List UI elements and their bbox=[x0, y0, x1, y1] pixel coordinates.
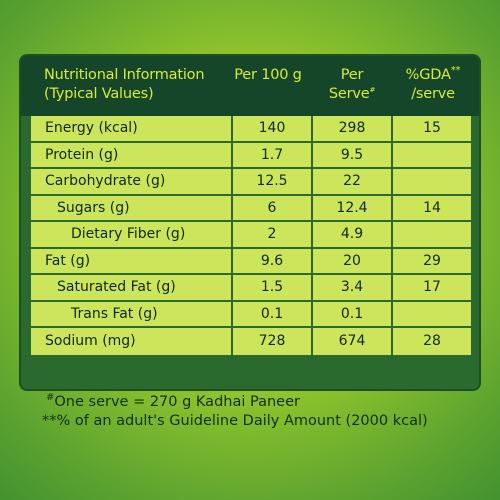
gda-value: 17 bbox=[393, 275, 471, 300]
nutrient-name: Dietary Fiber (g) bbox=[31, 222, 231, 247]
nutrient-name: Carbohydrate (g) bbox=[31, 169, 231, 194]
header-gda-label: %GDA bbox=[405, 67, 451, 83]
table-row: Energy (kcal) 140 298 15 bbox=[31, 116, 471, 143]
footnotes: #One serve = 270 g Kadhai Paneer **% of … bbox=[42, 393, 428, 431]
nutrition-table: Nutritional Information (Typical Values)… bbox=[19, 54, 481, 391]
header-serve-superscript: # bbox=[369, 86, 376, 95]
header-gda-serve: %GDA** /serve bbox=[393, 66, 473, 104]
per-100g-value: 0.1 bbox=[233, 301, 311, 326]
per-serve-value: 3.4 bbox=[313, 275, 391, 300]
serve-footnote-marker: # bbox=[46, 392, 55, 404]
table-row: Carbohydrate (g) 12.5 22 bbox=[31, 169, 471, 196]
table-row: Sodium (mg) 728 674 28 bbox=[31, 328, 471, 355]
nutrient-name: Energy (kcal) bbox=[31, 116, 231, 141]
per-100g-value: 2 bbox=[233, 222, 311, 247]
nutrient-name: Protein (g) bbox=[31, 142, 231, 167]
per-100g-value: 9.6 bbox=[233, 248, 311, 273]
header-name-line2: (Typical Values) bbox=[44, 86, 154, 102]
per-serve-value: 4.9 bbox=[313, 222, 391, 247]
header-name-line1: Nutritional Information bbox=[44, 67, 205, 83]
header-gda-line1: %GDA** bbox=[393, 66, 473, 85]
gda-value: 28 bbox=[393, 328, 471, 355]
nutrient-name: Sugars (g) bbox=[31, 195, 231, 220]
serve-footnote: #One serve = 270 g Kadhai Paneer bbox=[46, 393, 428, 412]
per-serve-value: 0.1 bbox=[313, 301, 391, 326]
header-per-serve: Per Serve# bbox=[311, 66, 393, 104]
serve-footnote-text: One serve = 270 g Kadhai Paneer bbox=[54, 394, 300, 410]
per-serve-value: 12.4 bbox=[313, 195, 391, 220]
gda-value: 29 bbox=[393, 248, 471, 273]
per-serve-value: 9.5 bbox=[313, 142, 391, 167]
gda-value bbox=[393, 142, 471, 167]
header-gda-line2: /serve bbox=[411, 86, 455, 102]
header-gda-superscript: ** bbox=[450, 65, 461, 77]
header-serve-label: Serve bbox=[328, 86, 370, 102]
per-100g-value: 1.7 bbox=[233, 142, 311, 167]
gda-value: 14 bbox=[393, 195, 471, 220]
table-body: Energy (kcal) 140 298 15 Protein (g) 1.7… bbox=[31, 116, 471, 355]
gda-value bbox=[393, 222, 471, 247]
header-serve-line2: Serve# bbox=[311, 85, 393, 104]
table-row: Sugars (g) 6 12.4 14 bbox=[31, 195, 471, 222]
table-row: Protein (g) 1.7 9.5 bbox=[31, 142, 471, 169]
table-row: Fat (g) 9.6 20 29 bbox=[31, 248, 471, 275]
table-row: Dietary Fiber (g) 2 4.9 bbox=[31, 222, 471, 249]
nutrient-name: Fat (g) bbox=[31, 248, 231, 273]
nutrient-name: Saturated Fat (g) bbox=[31, 275, 231, 300]
table-row: Trans Fat (g) 0.1 0.1 bbox=[31, 301, 471, 328]
header-per-100g: Per 100 g bbox=[234, 67, 302, 83]
per-100g-value: 12.5 bbox=[233, 169, 311, 194]
gda-footnote: **% of an adult's Guideline Daily Amount… bbox=[42, 413, 428, 429]
per-serve-value: 674 bbox=[313, 328, 391, 355]
nutrient-name: Sodium (mg) bbox=[31, 328, 231, 355]
gda-value bbox=[393, 301, 471, 326]
table-row: Saturated Fat (g) 1.5 3.4 17 bbox=[31, 275, 471, 302]
per-serve-value: 20 bbox=[313, 248, 391, 273]
header-nutritional-information: Nutritional Information (Typical Values) bbox=[44, 66, 205, 104]
gda-value: 15 bbox=[393, 116, 471, 141]
header-serve-line1: Per bbox=[340, 67, 364, 83]
table-header: Nutritional Information (Typical Values)… bbox=[21, 56, 479, 116]
per-serve-value: 22 bbox=[313, 169, 391, 194]
gda-value bbox=[393, 169, 471, 194]
per-100g-value: 1.5 bbox=[233, 275, 311, 300]
per-serve-value: 298 bbox=[313, 116, 391, 141]
nutrient-name: Trans Fat (g) bbox=[31, 301, 231, 326]
per-100g-value: 728 bbox=[233, 328, 311, 355]
per-100g-value: 140 bbox=[233, 116, 311, 141]
per-100g-value: 6 bbox=[233, 195, 311, 220]
